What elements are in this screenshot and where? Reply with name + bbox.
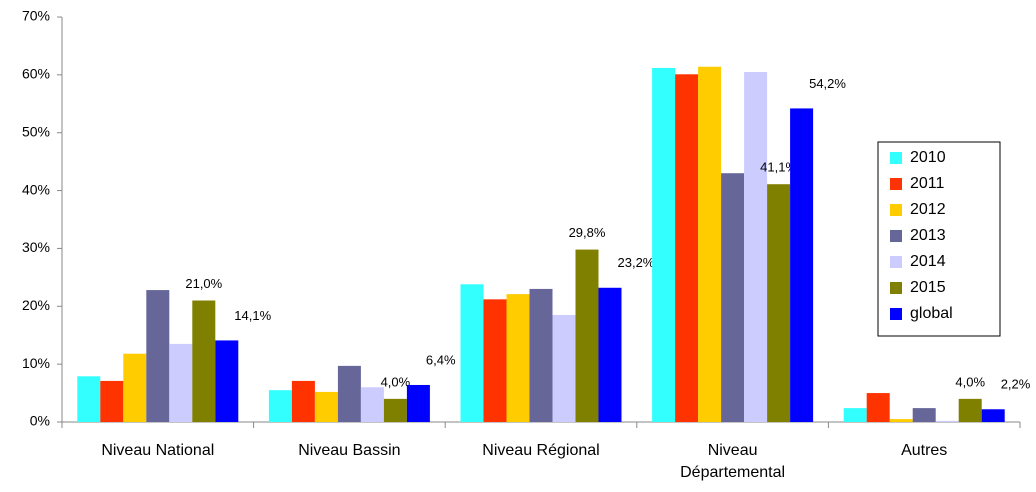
bar — [790, 108, 814, 423]
bar — [981, 409, 1005, 422]
y-tick-label: 0% — [30, 413, 50, 429]
legend-swatch — [890, 204, 902, 216]
legend-swatch — [890, 152, 902, 164]
bar — [383, 398, 407, 422]
value-label: 21,0% — [185, 276, 222, 291]
value-label: 4,0% — [381, 374, 411, 389]
bar — [675, 74, 699, 423]
bar — [935, 420, 959, 422]
legend-swatch — [890, 308, 902, 320]
legend-label: 2015 — [910, 279, 946, 296]
legend-swatch — [890, 230, 902, 242]
bar — [360, 387, 384, 422]
bar — [215, 340, 239, 422]
legend-label: 2014 — [910, 253, 946, 270]
value-label: 6,4% — [426, 352, 456, 367]
x-tick-label: Niveau Départemental — [680, 442, 786, 481]
bar — [268, 390, 292, 422]
value-label: 4,0% — [955, 374, 985, 389]
y-tick-label: 70% — [22, 8, 50, 24]
bar — [744, 71, 768, 422]
bar — [337, 365, 361, 422]
bar — [552, 314, 576, 422]
x-tick-label: Niveau National — [101, 442, 215, 459]
value-label: 29,8% — [569, 225, 606, 240]
bar — [767, 184, 791, 422]
legend-label: 2011 — [910, 175, 945, 192]
value-label: 14,1% — [234, 308, 271, 323]
bar — [652, 67, 676, 423]
bar — [912, 408, 936, 422]
bar — [506, 294, 530, 422]
y-tick-label: 10% — [22, 355, 50, 371]
bar — [460, 284, 484, 422]
bar — [192, 300, 216, 422]
bar — [598, 287, 622, 422]
bar — [529, 288, 553, 422]
bar — [889, 419, 913, 422]
legend-label: global — [910, 305, 953, 322]
bar — [169, 343, 193, 422]
bar — [721, 173, 745, 422]
y-tick-label: 20% — [22, 297, 50, 313]
value-label: 41,1% — [760, 160, 797, 175]
legend-swatch — [890, 256, 902, 268]
bar — [100, 380, 124, 422]
y-tick-label: 40% — [22, 181, 50, 197]
legend-label: 2012 — [910, 201, 946, 218]
bar — [314, 391, 338, 422]
bar — [958, 398, 982, 422]
bar — [483, 299, 507, 422]
bar — [123, 353, 147, 422]
bar — [146, 290, 170, 422]
legend-swatch — [890, 178, 902, 190]
value-label: 2,2% — [1001, 377, 1031, 392]
legend-swatch — [890, 282, 902, 294]
bar — [77, 376, 101, 422]
bar — [698, 66, 722, 422]
bar — [575, 249, 599, 422]
y-tick-label: 60% — [22, 66, 50, 82]
bar — [843, 408, 867, 422]
x-tick-label: Niveau Bassin — [298, 442, 401, 459]
bar — [866, 393, 890, 422]
x-tick-label: Autres — [901, 442, 948, 459]
bar — [291, 380, 315, 422]
value-label: 54,2% — [809, 76, 846, 91]
legend-label: 2010 — [910, 149, 946, 166]
value-label: 23,2% — [618, 255, 655, 270]
legend-label: 2013 — [910, 227, 946, 244]
y-tick-label: 50% — [22, 123, 50, 139]
bar — [406, 384, 430, 422]
y-tick-label: 30% — [22, 239, 50, 255]
x-tick-label: Niveau Régional — [482, 442, 600, 459]
